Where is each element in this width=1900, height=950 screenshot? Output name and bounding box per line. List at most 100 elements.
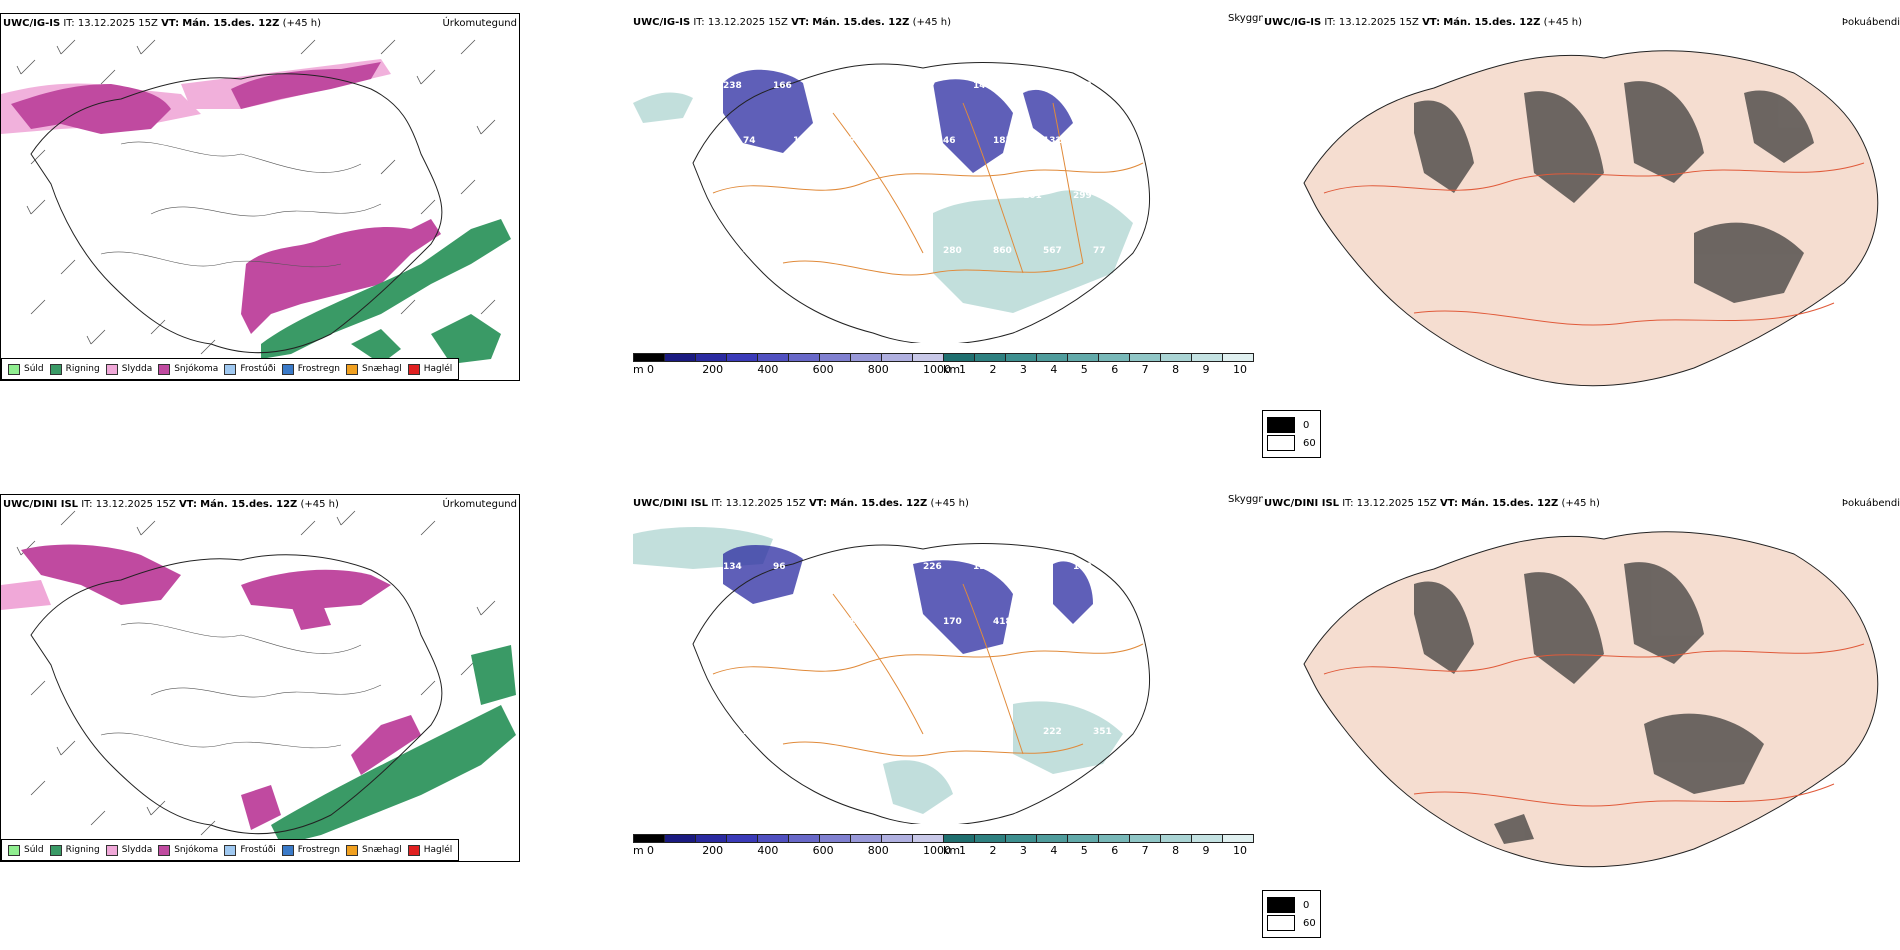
colorbar-cell bbox=[1161, 834, 1192, 843]
legend-label: Súld bbox=[24, 364, 44, 374]
visibility-value-label: 85 bbox=[923, 191, 936, 201]
colorbar-cell bbox=[975, 834, 1006, 843]
visibility-value-label: 418 bbox=[993, 617, 1012, 627]
visibility-value-label: 270 bbox=[893, 246, 912, 256]
colorbar-tick: 10 bbox=[1233, 363, 1247, 376]
visibility-value-label: 166 bbox=[773, 81, 792, 91]
row1-precip-header: UWC/IG-IS IT: 13.12.2025 15Z VT: Mán. 15… bbox=[3, 18, 322, 29]
colorbar-cell bbox=[665, 834, 696, 843]
legend-label: Slydda bbox=[121, 364, 153, 374]
precip-map bbox=[1, 39, 511, 364]
fog-legend-row: 60 bbox=[1267, 435, 1316, 451]
visibility-value-label: 162 bbox=[993, 727, 1012, 737]
visibility-value-label: 421 bbox=[743, 246, 762, 256]
fog-map bbox=[1303, 531, 1879, 868]
sleet-area bbox=[1, 580, 51, 610]
visibility-value-label: 63 bbox=[843, 727, 856, 737]
row2-visibility-title: Skyggni bbox=[1228, 494, 1263, 505]
visibility-value-label: 376 bbox=[773, 782, 792, 792]
visibility-value-label: 860 bbox=[993, 246, 1012, 256]
colorbar-cell bbox=[820, 834, 851, 843]
colorbar-cell bbox=[696, 353, 727, 362]
visibility-m-colorbar: m 0 200 400 600 800 1000 bbox=[633, 834, 951, 857]
legend-swatch bbox=[407, 363, 420, 375]
legend-label: Snæhagl bbox=[362, 845, 402, 855]
colorbar-tick: 5 bbox=[1080, 844, 1088, 857]
colorbar-cell bbox=[1006, 353, 1037, 362]
visibility-value-label: 84 bbox=[723, 191, 736, 201]
visibility-m-field bbox=[723, 69, 1073, 173]
colorbar-cell bbox=[913, 834, 944, 843]
row2-fog-title: Þokuábendi bbox=[1841, 498, 1900, 509]
colorbar-tick: 200 bbox=[702, 363, 724, 376]
visibility-value-label: 172 bbox=[843, 136, 862, 146]
colorbar-tick: 0 bbox=[647, 363, 654, 376]
visibility-value-label: 620 bbox=[1023, 562, 1042, 572]
precip-legend-item: Slydda bbox=[105, 844, 152, 856]
fog-legend-row: 0 bbox=[1267, 897, 1316, 913]
legend-swatch bbox=[281, 363, 294, 375]
legend-label: Haglél bbox=[423, 845, 453, 855]
visibility-value-label: 239 bbox=[1023, 81, 1042, 91]
iceland-land bbox=[1303, 531, 1879, 868]
visibility-value-label: 226 bbox=[923, 562, 942, 572]
colorbar-cell bbox=[1192, 834, 1223, 843]
visibility-value-label: 88 bbox=[873, 672, 886, 682]
visibility-km-colorbar: km 1 2 3 4 5 6 7 8 9 10 bbox=[943, 834, 1254, 857]
legend-swatch bbox=[281, 844, 294, 856]
colorbar-cell bbox=[665, 353, 696, 362]
legend-swatch bbox=[8, 844, 20, 856]
visibility-value-label: 351 bbox=[1093, 727, 1112, 737]
visibility-value-label: 238 bbox=[723, 81, 742, 91]
visibility-value-label: 98 bbox=[893, 136, 906, 146]
visibility-value-label: 134 bbox=[723, 562, 742, 572]
row2-visibility-header: UWC/DINI ISL IT: 13.12.2025 15Z VT: Mán.… bbox=[633, 498, 969, 509]
visibility-map: 134 96 187 134 226 15 620 170 194 153 217 212 170 418… bbox=[633, 527, 1150, 824]
visibility-value-label: 280 bbox=[943, 246, 962, 256]
visibility-value-label: 34 bbox=[973, 672, 986, 682]
precip-legend-item: Snjókoma bbox=[158, 844, 218, 856]
visibility-value-label: 144 bbox=[973, 81, 992, 91]
road-network bbox=[1323, 162, 1865, 326]
snow-area bbox=[11, 62, 441, 334]
fog-legend-label: 60 bbox=[1303, 917, 1316, 929]
colorbar-cell bbox=[1161, 353, 1192, 362]
colorbar-unit: m bbox=[633, 363, 644, 376]
visibility-value-label: 170 bbox=[1073, 562, 1092, 572]
legend-swatch bbox=[224, 363, 237, 375]
colorbar-cell bbox=[820, 353, 851, 362]
visibility-labels: 134 96 187 134 226 15 620 170 194 153 217 212 170 418… bbox=[723, 562, 1112, 792]
precip-legend-item: Rigning bbox=[49, 844, 100, 856]
colorbar-cell bbox=[1192, 353, 1223, 362]
visibility-value-label: 46 bbox=[943, 136, 956, 146]
fog-swatch bbox=[1267, 897, 1295, 913]
colorbar-cell bbox=[1068, 834, 1099, 843]
precip-legend-item: Snæhagl bbox=[346, 844, 402, 856]
precip-legend: Súld Rigning Slydda Snjókoma Frostúði Frostre… bbox=[1, 839, 460, 861]
visibility-value-label: 115 bbox=[1043, 617, 1062, 627]
visibility-value-label: 126 bbox=[1023, 672, 1042, 682]
colorbar-tick: 8 bbox=[1172, 844, 1180, 857]
colorbar-tick: 5 bbox=[1080, 363, 1088, 376]
visibility-value-label: 80 bbox=[723, 672, 736, 682]
visibility-value-label: 163 bbox=[723, 782, 742, 792]
visibility-value-label: 80 bbox=[793, 727, 806, 737]
row2-fog-header: UWC/DINI ISL IT: 13.12.2025 15Z VT: Mán.… bbox=[1264, 498, 1600, 509]
visibility-m-field bbox=[723, 544, 1093, 654]
legend-swatch bbox=[346, 844, 359, 856]
visibility-value-label: 195 bbox=[793, 136, 812, 146]
colorbar-cell bbox=[1130, 834, 1161, 843]
precip-map bbox=[1, 510, 516, 845]
colorbar-tick: 3 bbox=[1019, 844, 1027, 857]
colorbar-cell bbox=[789, 834, 820, 843]
visibility-value-label: 187 bbox=[823, 562, 842, 572]
colorbar-tick: 1 bbox=[959, 363, 966, 376]
row1-visibility-title: Skyggni bbox=[1228, 13, 1263, 24]
fog-legend-label: 0 bbox=[1303, 419, 1310, 431]
fog-legend: 0 60 bbox=[1262, 410, 1321, 458]
colorbar-tick: 400 bbox=[757, 844, 779, 857]
fog-legend-label: 60 bbox=[1303, 437, 1316, 449]
visibility-value-label: 132 bbox=[1043, 136, 1062, 146]
colorbar-tick: 8 bbox=[1172, 363, 1180, 376]
colorbar-cell bbox=[851, 353, 882, 362]
